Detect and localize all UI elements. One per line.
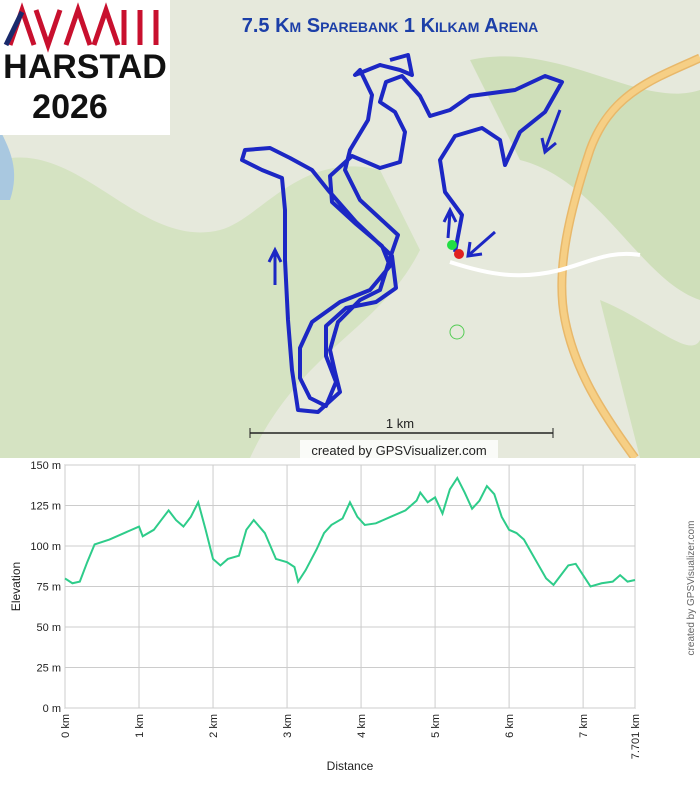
start-marker bbox=[447, 240, 457, 250]
chart-credit: created by GPSVisualizer.com bbox=[686, 521, 697, 656]
road bbox=[449, 251, 641, 278]
logo-text: HARSTAD bbox=[3, 48, 167, 86]
x-tick-label: 7.701 km bbox=[630, 714, 642, 759]
elevation-line bbox=[64, 475, 636, 588]
direction-arrow bbox=[442, 206, 458, 239]
map-title: 7.5 Km Sparebank 1 Kilkam Arena bbox=[242, 15, 539, 37]
y-axis-label: Elevation bbox=[9, 562, 23, 611]
y-tick-label: 125 m bbox=[30, 501, 61, 513]
map-symbol bbox=[449, 324, 465, 340]
finish-marker bbox=[454, 249, 464, 259]
road bbox=[558, 55, 700, 458]
x-axis-label: Distance bbox=[327, 759, 374, 773]
logo-mark bbox=[7, 2, 159, 53]
x-tick-label: 7 km bbox=[578, 714, 590, 738]
y-tick-label: 50 m bbox=[37, 622, 61, 634]
x-tick-label: 6 km bbox=[504, 714, 516, 738]
x-tick-label: 0 km bbox=[60, 714, 72, 738]
forest bbox=[0, 157, 420, 458]
logo-mark bbox=[3, 10, 25, 47]
logo-text: 2026 bbox=[32, 88, 108, 126]
route bbox=[240, 53, 564, 414]
direction-arrow bbox=[540, 109, 562, 155]
y-tick-label: 75 m bbox=[37, 582, 61, 594]
direction-arrow bbox=[466, 230, 496, 258]
scale-label: 1 km bbox=[386, 416, 414, 431]
x-tick-label: 5 km bbox=[430, 714, 442, 738]
y-tick-label: 25 m bbox=[37, 663, 61, 675]
x-tick-label: 4 km bbox=[356, 714, 368, 738]
forest bbox=[600, 300, 700, 458]
credit-box bbox=[300, 440, 498, 458]
map: HARSTAD 2026 7.5 Km Sparebank 1 Kilkam A… bbox=[0, 0, 700, 458]
x-tick-label: 1 km bbox=[134, 714, 146, 738]
x-tick-label: 3 km bbox=[282, 714, 294, 738]
x-tick-label: 2 km bbox=[208, 714, 220, 738]
y-tick-label: 0 m bbox=[43, 703, 61, 715]
map-credit: created by GPSVisualizer.com bbox=[311, 443, 486, 458]
water bbox=[0, 130, 15, 200]
elevation-chart: 0 m 25 m 50 m 75 m 100 m 125 m 150 m 0 km 1 km 2 … bbox=[9, 460, 697, 773]
y-tick-label: 100 m bbox=[30, 541, 61, 553]
y-tick-label: 150 m bbox=[30, 460, 61, 472]
direction-arrow bbox=[267, 246, 283, 285]
